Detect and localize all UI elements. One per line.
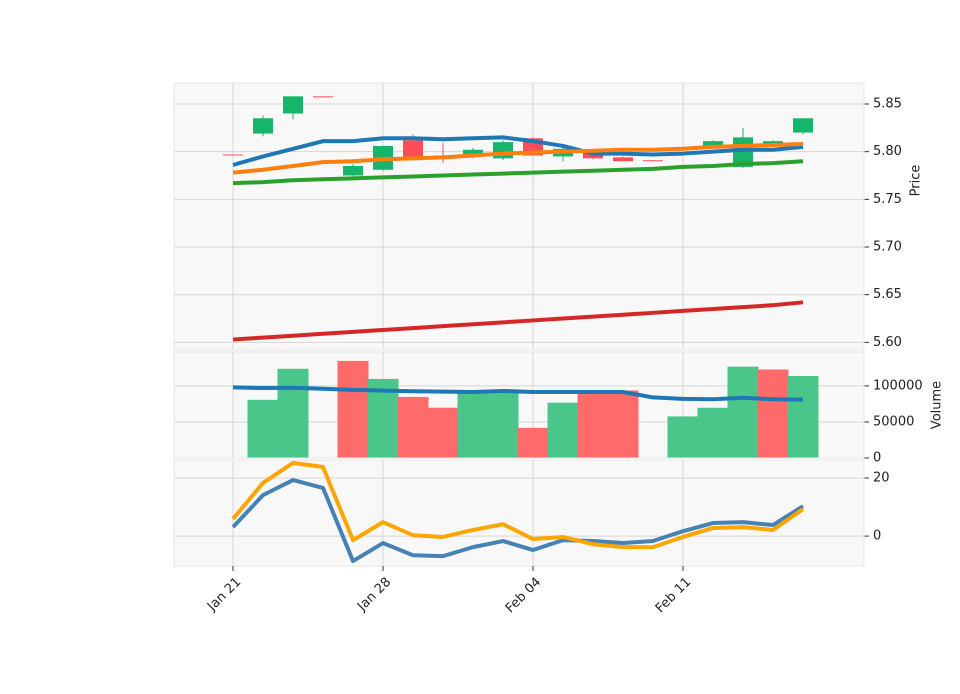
candle-body (343, 165, 363, 176)
candle-body (463, 149, 483, 156)
volume-bar (457, 390, 489, 459)
panel-background (174, 83, 864, 350)
line (232, 142, 804, 175)
y-tick-label: 5.65 (873, 287, 902, 302)
volume-bar (427, 407, 459, 459)
volume-bar (727, 366, 759, 459)
y-tick-label: 0 (873, 451, 881, 466)
volume-bar (577, 390, 609, 459)
candle-body (703, 141, 723, 147)
y-tick-label: 5.75 (873, 192, 902, 207)
line (232, 300, 804, 342)
line (232, 159, 804, 186)
volume-bar (757, 369, 789, 459)
line (231, 478, 805, 564)
candle-body (253, 118, 273, 134)
y-tick-label: 100000 (873, 378, 923, 393)
y-tick-label: 20 (873, 471, 890, 486)
y-tick-label: 5.85 (873, 96, 902, 111)
panel-frame (173, 82, 865, 351)
candle-body (793, 118, 813, 133)
line (232, 385, 804, 402)
candle-body (643, 160, 663, 162)
axis-label: Price (909, 165, 924, 197)
y-tick-label: 0 (873, 529, 881, 544)
line (232, 135, 804, 167)
volume-bar (337, 360, 369, 459)
volume-bar (667, 416, 699, 459)
volume-bar (487, 390, 519, 459)
panel-frame (173, 351, 865, 459)
x-tick-label: Jan 21 (204, 575, 244, 615)
y-tick-label: 50000 (873, 414, 914, 429)
candle-body (613, 157, 633, 162)
candle-body (403, 140, 423, 159)
x-tick-label: Feb 04 (503, 575, 545, 617)
candle-body (223, 154, 243, 156)
volume-bar (787, 376, 819, 459)
x-tick-label: Jan 28 (354, 575, 394, 615)
volume-bar (397, 396, 429, 459)
axis-label: Volume (930, 381, 945, 429)
panel-background (174, 460, 864, 566)
x-tick-label: Feb 11 (653, 575, 695, 617)
panel-frame (173, 459, 865, 567)
y-tick-label: 5.60 (873, 335, 902, 350)
volume-bar (547, 402, 579, 459)
candle-body (283, 96, 303, 114)
volume-bar (607, 390, 639, 459)
y-tick-label: 5.80 (873, 144, 902, 159)
y-tick-label: 5.70 (873, 240, 902, 255)
volume-bar (247, 399, 279, 459)
candle-body (313, 96, 333, 98)
volume-bar (697, 407, 729, 459)
volume-bar (517, 427, 549, 459)
volume-bar (277, 368, 309, 459)
line (231, 460, 805, 550)
